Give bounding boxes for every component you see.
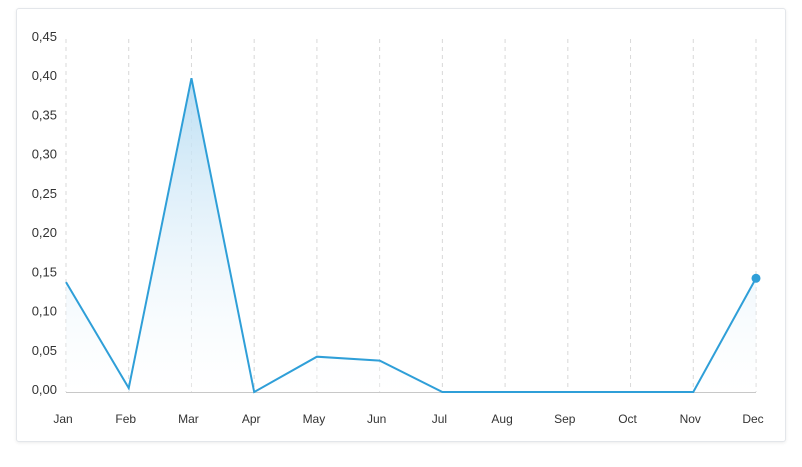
data-point-dec[interactable]	[751, 273, 761, 283]
y-tick-label: 0,35	[32, 107, 57, 122]
series-group	[63, 75, 761, 395]
x-tick-label-sep: Sep	[554, 412, 576, 426]
x-tick-label-oct: Oct	[618, 412, 637, 426]
data-point-sep[interactable]	[565, 389, 571, 395]
data-point-feb[interactable]	[126, 385, 132, 391]
series-line	[65, 78, 757, 394]
y-tick-label: 0,45	[32, 29, 57, 44]
y-tick-label: 0,15	[32, 264, 57, 279]
x-tick-label-feb: Feb	[115, 412, 136, 426]
x-tick-label-dec: Dec	[742, 412, 763, 426]
y-tick-label: 0,25	[32, 186, 57, 201]
data-point-jul[interactable]	[439, 389, 445, 395]
y-tick-label: 0,10	[32, 304, 57, 319]
area-fill	[66, 78, 756, 392]
y-tick-label: 0,20	[32, 225, 57, 240]
data-point-jun[interactable]	[377, 358, 383, 364]
x-tick-label-aug: Aug	[491, 412, 512, 426]
x-tick-label-jul: Jul	[432, 412, 447, 426]
data-point-may[interactable]	[314, 354, 320, 360]
x-axis: Jan Feb Mar Apr May Jun Jul Aug Sep Oct Nov Dec	[53, 392, 764, 426]
x-tick-label-apr: Apr	[242, 412, 261, 426]
data-point-apr[interactable]	[251, 389, 257, 395]
x-tick-label-mar: Mar	[178, 412, 199, 426]
data-point-mar[interactable]	[188, 75, 194, 81]
x-tick-label-jan: Jan	[53, 412, 72, 426]
x-tick-label-nov: Nov	[680, 412, 701, 426]
y-axis: 0,00 0,05 0,10 0,15 0,20 0,25 0,30 0,35 0,40 0,45	[32, 29, 57, 397]
data-point-aug[interactable]	[502, 389, 508, 395]
data-point-nov[interactable]	[690, 389, 696, 395]
y-tick-label: 0,05	[32, 343, 57, 358]
x-tick-label-jun: Jun	[367, 412, 386, 426]
y-tick-label: 0,30	[32, 147, 57, 162]
data-point-jan[interactable]	[63, 279, 69, 285]
x-tick-label-may: May	[303, 412, 326, 426]
y-tick-label: 0,00	[32, 382, 57, 397]
data-point-oct[interactable]	[628, 389, 634, 395]
y-tick-label: 0,40	[32, 68, 57, 83]
